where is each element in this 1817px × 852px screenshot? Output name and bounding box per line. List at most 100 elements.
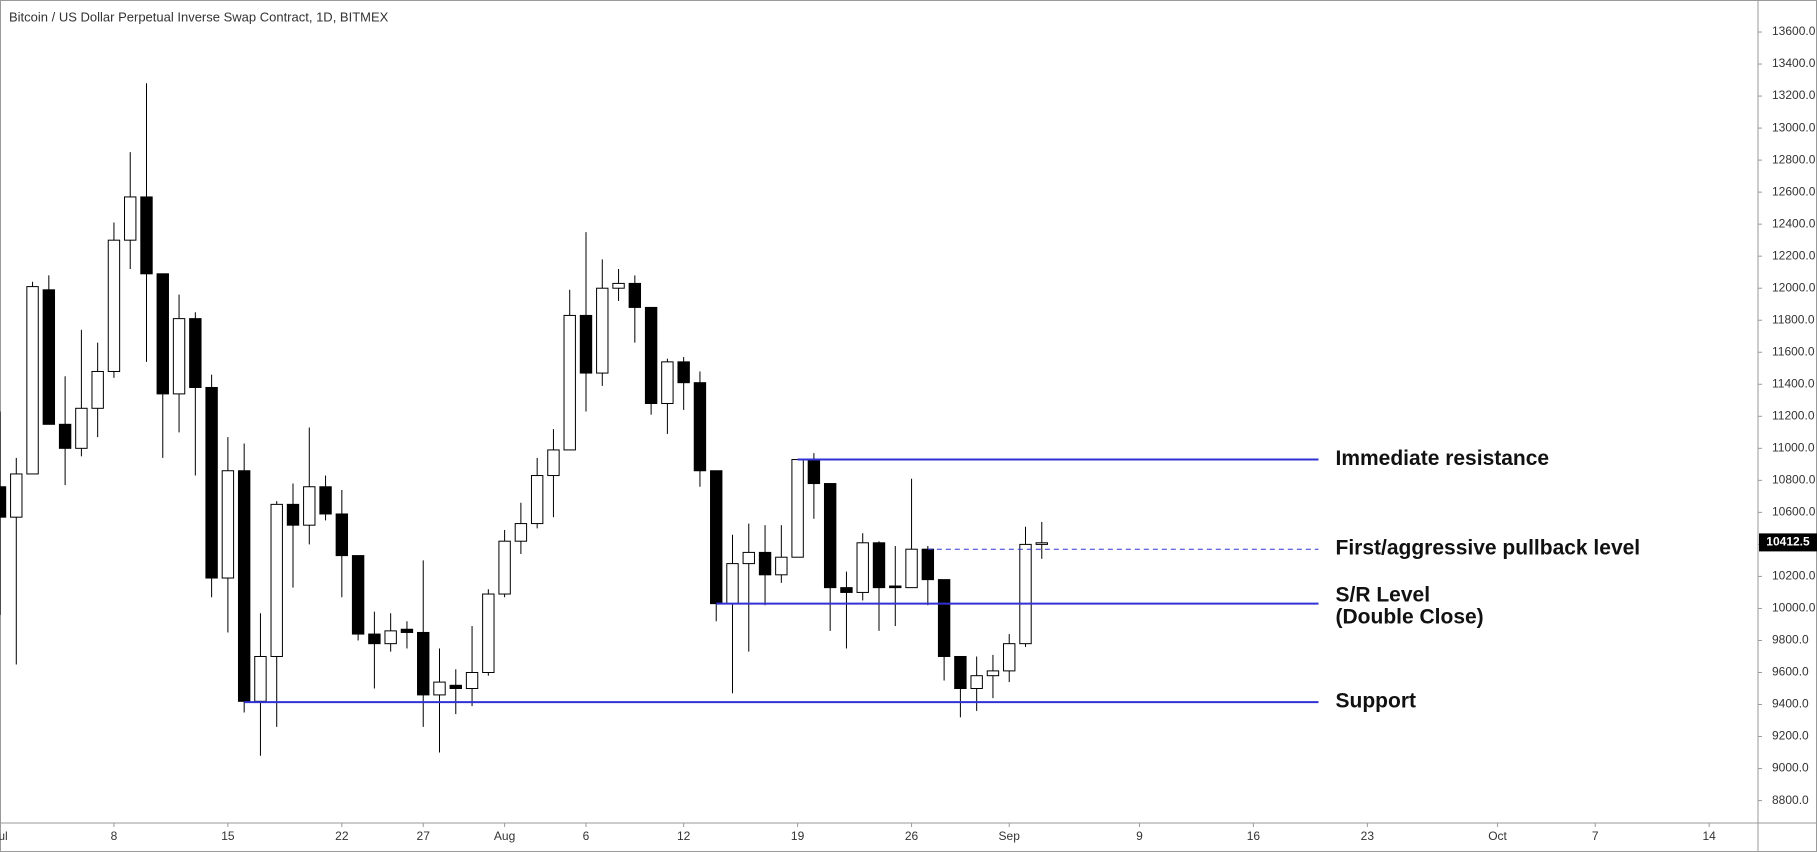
x-tick-label: 26: [905, 829, 919, 843]
annotation-label: Support: [1336, 690, 1416, 713]
candle-body: [628, 282, 642, 308]
candle-body: [563, 314, 576, 451]
candle-body: [172, 318, 186, 395]
candle-body: [482, 593, 495, 673]
y-tick-label: 12200.0: [1772, 248, 1816, 262]
candle-body: [937, 579, 951, 657]
candle-body: [189, 318, 202, 388]
y-tick-label: 10000.0: [1772, 601, 1816, 615]
y-tick-label: 9000.0: [1772, 761, 1809, 775]
candle-body: [351, 555, 365, 635]
y-tick-label: 12000.0: [1772, 280, 1816, 294]
x-tick-label: 8: [111, 829, 118, 843]
y-tick-label: 13000.0: [1772, 120, 1816, 134]
y-tick-label: 10800.0: [1772, 473, 1816, 487]
candle-body: [417, 631, 430, 696]
candle-body: [710, 470, 723, 605]
x-tick-label: 22: [335, 829, 349, 843]
candle-body: [384, 630, 397, 645]
candle-body: [693, 382, 707, 472]
candle-body: [124, 196, 137, 241]
candle-body: [26, 286, 39, 475]
candle-body: [661, 361, 674, 404]
x-tick-label: 15: [221, 829, 235, 843]
x-tick-label: 23: [1361, 829, 1375, 843]
candle-body: [91, 370, 104, 409]
x-tick-label: 9: [1136, 829, 1143, 843]
candle-body: [742, 551, 755, 565]
candle-body: [840, 587, 853, 593]
candle-body: [42, 289, 56, 425]
y-tick-label: 11800.0: [1772, 312, 1815, 326]
candle-body: [0, 486, 7, 518]
y-tick-label: 11600.0: [1772, 344, 1815, 358]
candle-body: [58, 423, 72, 449]
candle-body: [449, 684, 462, 690]
x-tick-label: Aug: [494, 829, 515, 843]
candle-body: [1003, 643, 1016, 672]
candle-body: [433, 681, 446, 696]
candle-body: [775, 556, 788, 576]
candle-body: [986, 670, 1000, 677]
candle-body: [954, 655, 967, 690]
candle-body: [1019, 543, 1032, 645]
y-tick-label: 13200.0: [1772, 88, 1816, 102]
x-tick-label: 14: [1702, 829, 1716, 843]
candle-body: [205, 386, 218, 579]
y-tick-label: 12600.0: [1772, 184, 1816, 198]
candle-body: [319, 486, 332, 515]
candle-body: [596, 287, 609, 374]
candle-body: [140, 196, 153, 275]
candle-body: [368, 633, 381, 645]
y-tick-label: 10200.0: [1772, 569, 1816, 583]
candle-body: [823, 483, 837, 589]
candle-body: [872, 542, 886, 589]
candle-body: [10, 473, 23, 518]
candle-body: [270, 503, 283, 657]
x-tick-label: 6: [583, 829, 590, 843]
price-label-box: [1759, 533, 1817, 552]
x-tick-label: Sep: [999, 829, 1021, 843]
candle-body: [921, 548, 935, 581]
x-tick-label: 16: [1247, 829, 1261, 843]
candle-body: [905, 548, 918, 589]
candle-body: [970, 675, 983, 690]
x-tick-label: Jul: [0, 829, 8, 843]
y-tick-label: 13400.0: [1772, 56, 1816, 70]
x-tick-label: 27: [417, 829, 431, 843]
candle-body: [303, 486, 316, 526]
candle-body: [286, 503, 300, 526]
candle-body: [677, 361, 690, 384]
candle-body: [856, 542, 869, 593]
y-tick-label: 13600.0: [1772, 24, 1816, 38]
candle-body: [75, 407, 88, 449]
y-tick-label: 9800.0: [1772, 633, 1809, 647]
candle-body: [156, 273, 169, 395]
candle-body: [254, 655, 267, 702]
candle-body: [791, 459, 804, 558]
annotation-label: S/R Level: [1336, 583, 1431, 606]
candle-body: [612, 282, 625, 289]
candle-body: [530, 475, 544, 525]
y-tick-label: 9400.0: [1772, 697, 1809, 711]
y-tick-label: 8800.0: [1772, 793, 1809, 807]
y-tick-label: 11000.0: [1772, 440, 1815, 454]
price-label: 10412.5: [1766, 535, 1810, 549]
y-tick-label: 12400.0: [1772, 216, 1816, 230]
candle-body: [807, 459, 821, 485]
x-tick-label: Oct: [1488, 829, 1507, 843]
chart-title: Bitcoin / US Dollar Perpetual Inverse Sw…: [9, 9, 389, 24]
candle-body: [498, 540, 511, 595]
candle-body: [335, 513, 349, 557]
annotation-label: First/aggressive pullback level: [1336, 537, 1641, 560]
x-tick-label: 19: [791, 829, 805, 843]
candle-body: [400, 628, 414, 633]
y-tick-label: 11200.0: [1772, 408, 1815, 422]
candle-body: [465, 671, 479, 690]
y-tick-label: 12800.0: [1772, 152, 1816, 166]
x-tick-label: 7: [1592, 829, 1599, 843]
y-tick-label: 11400.0: [1772, 376, 1815, 390]
x-tick-label: 12: [677, 829, 691, 843]
